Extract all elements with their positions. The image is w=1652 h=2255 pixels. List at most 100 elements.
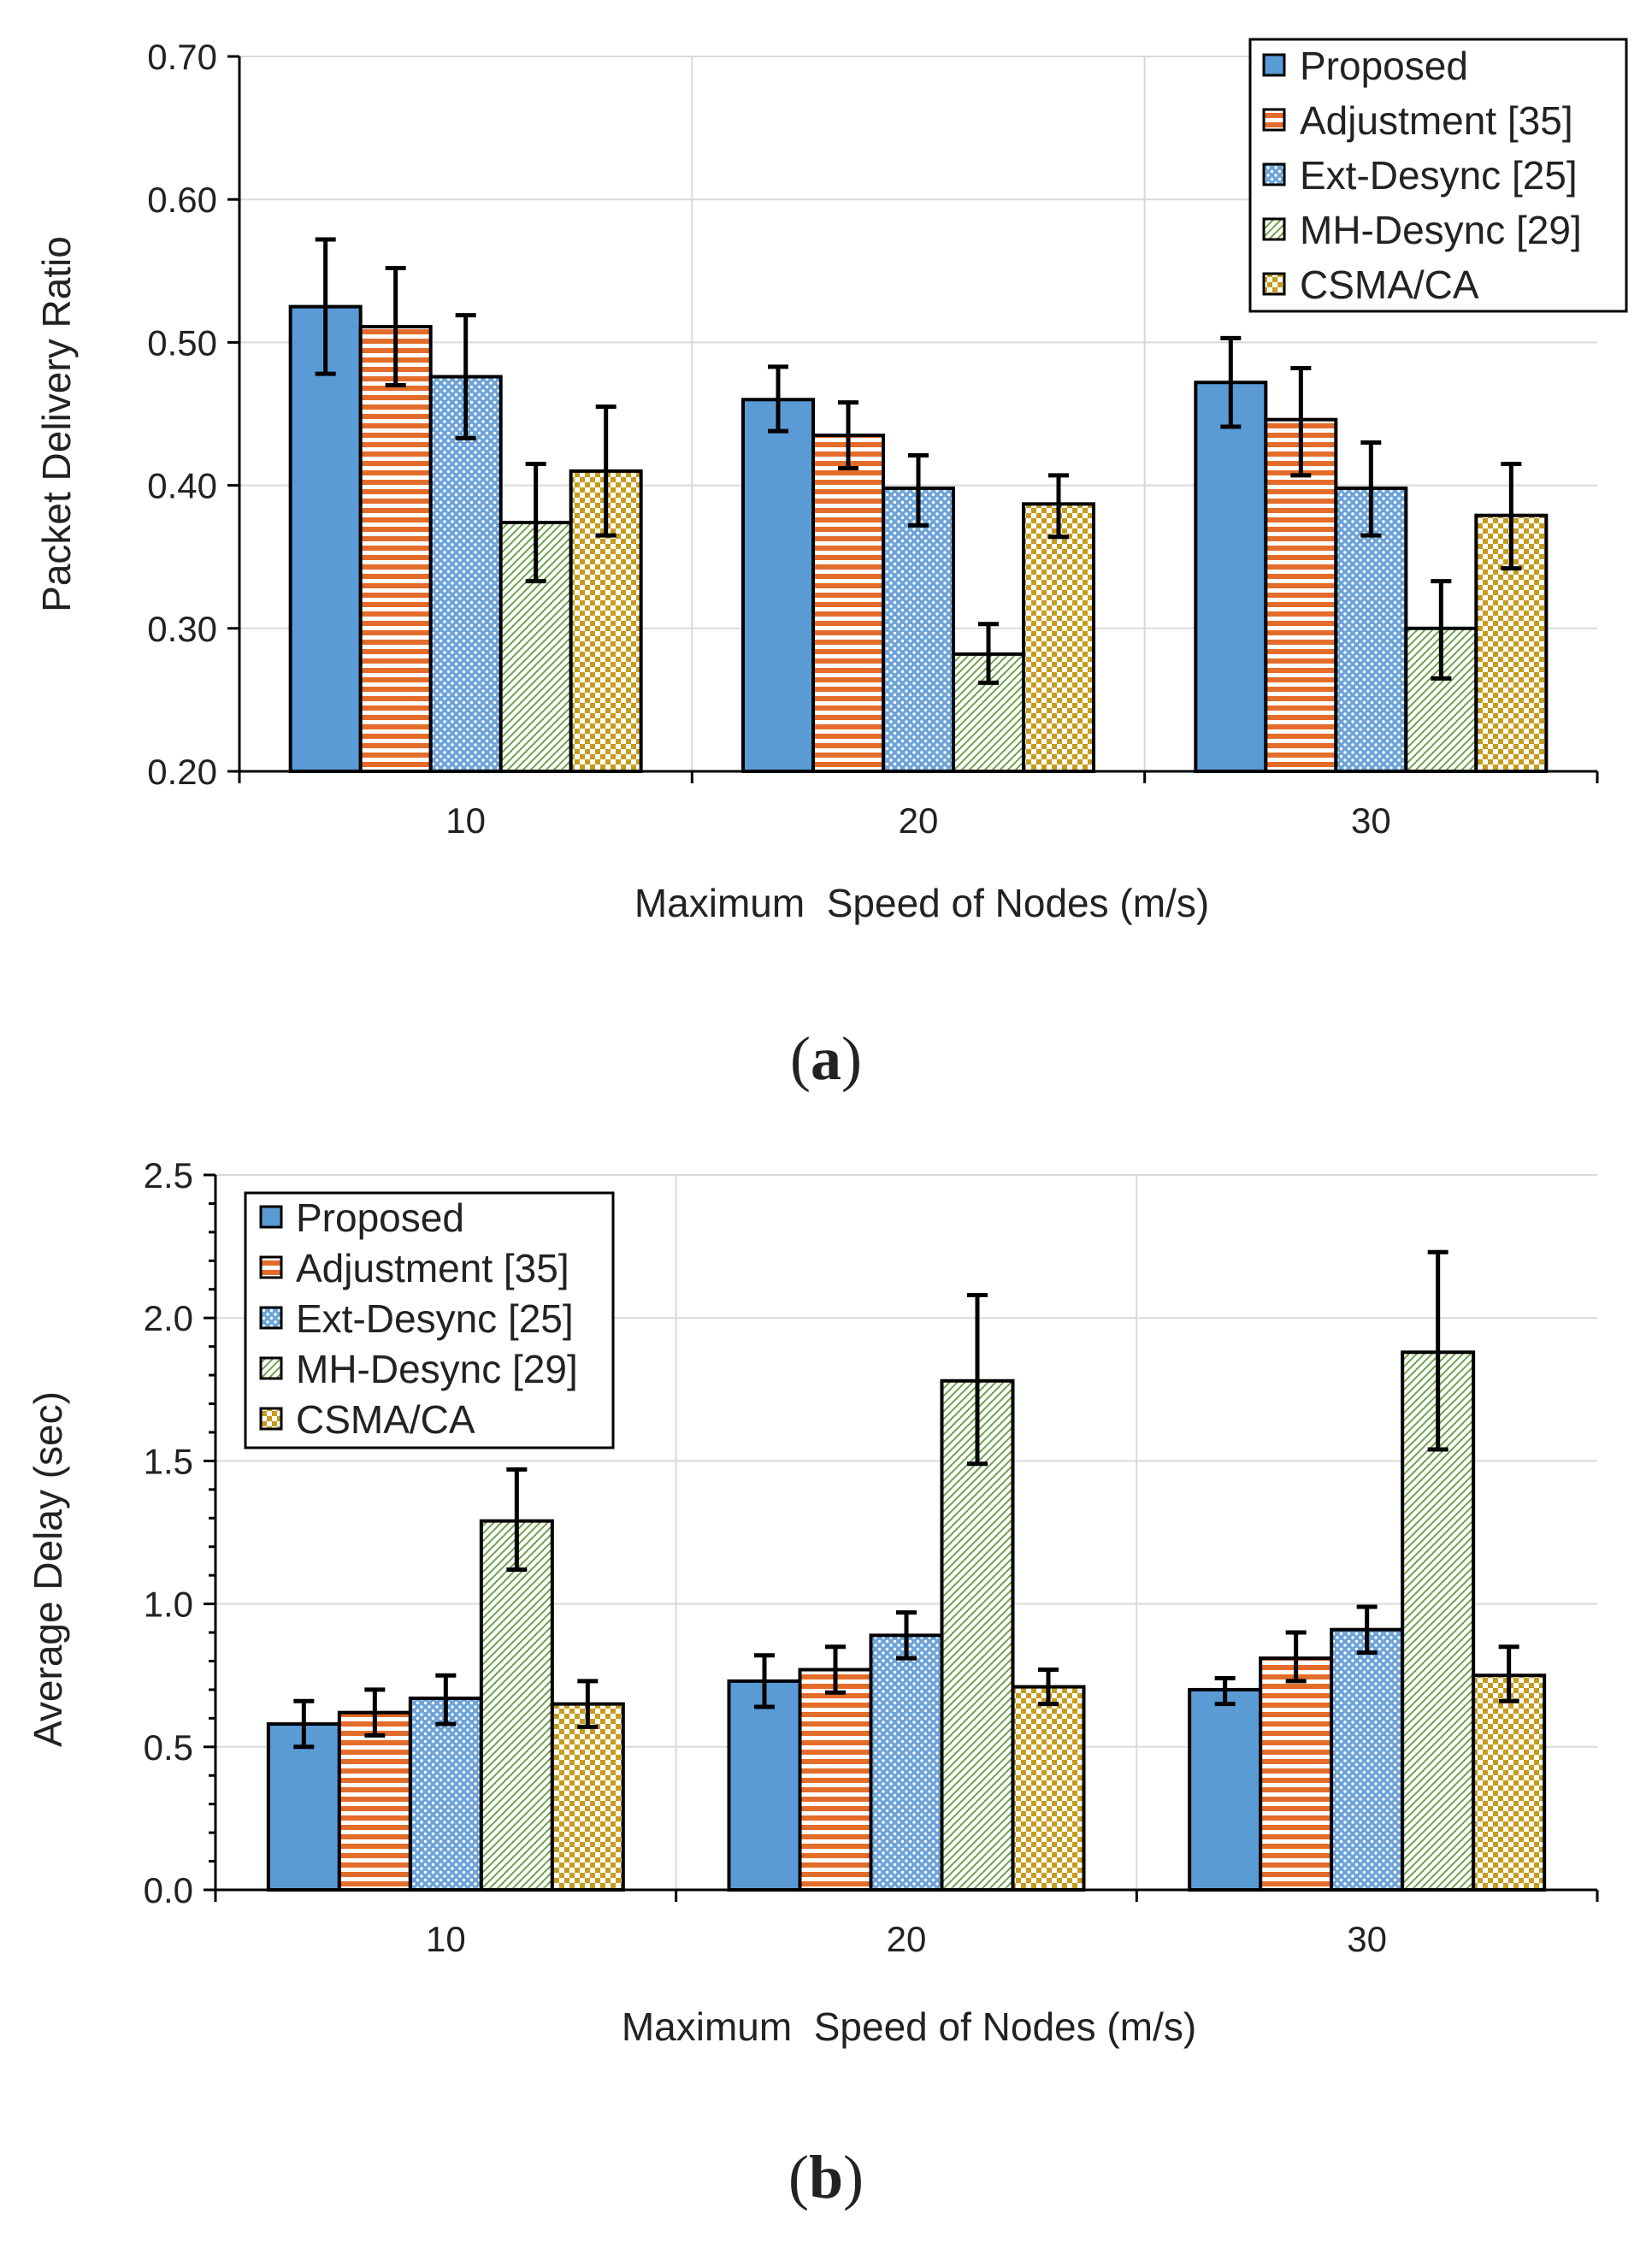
chart-b-error-bar [435,1673,457,1727]
chart-b-ytick-label: 2.5 [144,1155,193,1195]
chart-b-ytick-label: 2.0 [144,1298,193,1338]
chart-a-error-bar [1290,365,1312,478]
chart-a-xticks: 10 20 30 [238,771,1599,841]
panel-letter-b: b [809,2143,843,2211]
chart-a-xtick-label: 30 [1351,800,1391,841]
chart-a-xtick-label: 20 [899,800,939,841]
chart-b-ylabel: Average Delay (sec) [26,1391,70,1747]
chart-b-bar [1472,1674,1547,1892]
chart-a-error-bar [315,237,336,376]
chart-a-yticks: 0.20 0.30 0.40 0.50 0.60 0.70 [147,37,239,792]
chart-b-legend-label: CSMA/CA [296,1397,475,1442]
chart-a-legend-swatch [1262,53,1286,77]
chart-a-error-bar [595,404,617,538]
chart-a-bar [1022,502,1095,773]
chart-b-error-bar [896,1610,917,1661]
chart-a-ytick-label: 0.70 [147,37,217,77]
chart-b-error-bar [577,1679,599,1729]
chart-b-legend-label: MH-Desync [29] [296,1347,578,1391]
chart-a-legend-swatch [1262,217,1286,241]
chart-b-error-bar [967,1292,988,1467]
chart-a-legend-label: Adjustment [35] [1300,98,1573,143]
chart-b-xticks: 10 20 30 [214,1890,1599,1959]
chart-b-error-bar [1498,1644,1519,1703]
chart-b-error-bar [1214,1676,1236,1707]
chart-b-error-bar [1038,1668,1059,1707]
chart-b-bar [1330,1627,1405,1892]
chart-b-bar [337,1710,412,1892]
chart-b-bar [1188,1687,1263,1892]
chart-a-legend-swatch [1262,108,1286,132]
chart-b-legend-label: Ext-Desync [25] [296,1296,574,1341]
chart-b-axes [214,1175,1597,1892]
chart-b-yticks: 0.0 0.5 1.0 1.5 2.0 2.5 [144,1155,215,1910]
chart-b-error-bar [293,1698,315,1750]
chart-b-legend-swatch [259,1205,283,1229]
chart-b-bar [479,1519,554,1892]
chart-b-bar [408,1696,483,1892]
chart-b-error-bar [364,1687,386,1738]
chart-a-legend-label: Proposed [1300,44,1468,88]
chart-b-ytick-label: 0.0 [144,1870,193,1910]
chart-b-error-bar [1356,1604,1378,1655]
chart-a-ytick-label: 0.30 [147,609,217,649]
chart-a-error-bar [385,265,406,388]
chart-a-ytick-label: 0.20 [147,752,217,792]
chart-a-legend-label: Ext-Desync [25] [1300,153,1578,198]
chart-b-bar [727,1679,802,1892]
chart-a-legend: Proposed Adjustment [35] Ext-Desync [25] MH… [1248,38,1628,313]
chart-b-ytick-label: 0.5 [144,1727,193,1768]
chart-b-legend-swatch [259,1407,283,1431]
chart-a-ylabel: Packet Delivery Ratio [34,236,79,612]
chart-b-legend-swatch [259,1306,283,1330]
chart-b-bars [266,1249,1547,1892]
chart-a-ytick-label: 0.60 [147,180,217,220]
chart-a-error-bar [1360,440,1382,538]
chart-b-legend-swatch [259,1356,283,1380]
chart-a-error-bar [525,462,546,584]
chart-b-xtick-label: 10 [426,1919,466,1959]
chart-a-error-bar [1431,579,1452,681]
chart-a-ytick-label: 0.40 [147,466,217,506]
chart-a-legend-box [1248,38,1628,313]
chart-b-bar [1011,1685,1086,1892]
chart-a-bars [288,237,1549,774]
chart-b-xlabel: Maximum Speed of Nodes (m/s) [622,2004,1196,2049]
chart-a-bar [882,486,955,773]
chart-b-error-bar [1285,1630,1307,1684]
chart-b-legend-label: Proposed [296,1195,464,1240]
chart-a: 0.20 0.30 0.40 0.50 0.60 0.70 10 20 30 Packet D… [34,37,1628,1093]
panel-label-a: (a) [790,1024,862,1093]
chart-a-error-bar [1501,462,1522,571]
chart-b-error-bar [506,1467,528,1572]
chart-a-legend-swatch [1262,162,1286,186]
chart-a-bar [358,325,433,773]
chart-a-legend-swatch [1262,272,1286,296]
chart-a-ytick-label: 0.50 [147,322,217,363]
chart-a-legend-label: CSMA/CA [1300,263,1479,307]
chart-b-legend-label: Adjustment [35] [296,1246,569,1290]
chart-a-xtick-label: 10 [445,800,486,841]
chart-a-axes [238,56,1597,773]
chart-b-ytick-label: 1.5 [144,1441,193,1481]
chart-b-error-bar [1427,1249,1448,1452]
chart-a-bar [288,304,363,774]
chart-b-bar [550,1702,625,1892]
chart-b-legend: Proposed Adjustment [35] Ext-Desync [25] MH… [244,1191,615,1449]
chart-b-legend-swatch [259,1255,283,1279]
chart-b-bar [798,1668,873,1892]
chart-a-error-bar [838,400,858,471]
chart-a-bar [811,434,885,773]
chart-b-xtick-label: 20 [887,1919,927,1959]
chart-b: 0.0 0.5 1.0 1.5 2.0 2.5 10 20 30 Average Delay … [26,1155,1599,2211]
chart-a-error-bar [768,364,788,434]
chart-a-xlabel: Maximum Speed of Nodes (m/s) [634,881,1209,925]
chart-b-bar [869,1633,944,1892]
chart-a-bar [1194,381,1268,773]
panel-label-b: (b) [788,2143,864,2211]
chart-b-error-bar [825,1644,846,1695]
chart-a-error-bar [455,313,476,440]
chart-b-bar [1259,1656,1334,1892]
chart-a-error-bar [1220,335,1242,429]
